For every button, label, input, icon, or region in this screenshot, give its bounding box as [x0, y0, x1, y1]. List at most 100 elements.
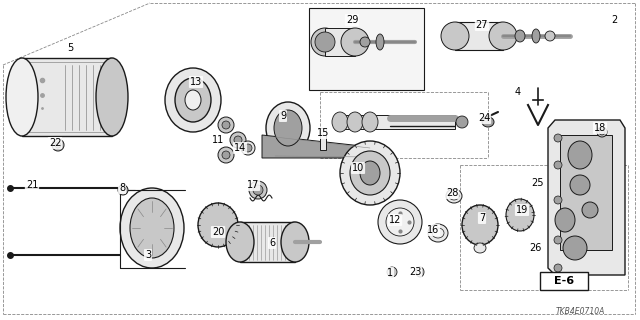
Ellipse shape — [218, 147, 234, 163]
Ellipse shape — [274, 110, 302, 146]
Text: 26: 26 — [529, 243, 541, 253]
Polygon shape — [262, 135, 380, 158]
Ellipse shape — [532, 29, 540, 43]
Ellipse shape — [386, 208, 414, 236]
Bar — [22, 58, 112, 136]
Ellipse shape — [218, 117, 234, 133]
Ellipse shape — [428, 224, 448, 242]
Text: 15: 15 — [317, 128, 329, 138]
Ellipse shape — [198, 203, 238, 247]
Bar — [455, 22, 503, 50]
Ellipse shape — [360, 37, 370, 47]
Ellipse shape — [563, 236, 587, 260]
Ellipse shape — [506, 199, 534, 231]
Ellipse shape — [253, 185, 263, 195]
Ellipse shape — [474, 243, 486, 253]
Text: 4: 4 — [515, 87, 521, 97]
Bar — [335, 115, 455, 129]
Ellipse shape — [350, 151, 390, 195]
Ellipse shape — [489, 22, 517, 50]
Ellipse shape — [362, 112, 378, 132]
Ellipse shape — [599, 129, 605, 135]
Text: 6: 6 — [269, 238, 275, 248]
Bar — [309, 8, 424, 90]
Text: 20: 20 — [212, 227, 224, 237]
Ellipse shape — [347, 112, 363, 132]
Ellipse shape — [118, 185, 128, 195]
Text: 25: 25 — [532, 178, 544, 188]
Ellipse shape — [568, 141, 592, 169]
Ellipse shape — [222, 151, 230, 159]
Ellipse shape — [266, 102, 310, 154]
Ellipse shape — [570, 175, 590, 195]
Text: 18: 18 — [594, 123, 606, 133]
Bar — [325, 28, 355, 56]
Text: 21: 21 — [26, 180, 38, 190]
Ellipse shape — [175, 78, 211, 122]
Text: 13: 13 — [190, 77, 202, 87]
Text: 7: 7 — [479, 213, 485, 223]
Ellipse shape — [311, 28, 339, 56]
Text: 5: 5 — [67, 43, 73, 53]
Ellipse shape — [446, 189, 462, 203]
Ellipse shape — [376, 34, 384, 50]
Ellipse shape — [545, 31, 555, 41]
Ellipse shape — [55, 142, 61, 148]
Ellipse shape — [244, 144, 252, 152]
Ellipse shape — [555, 208, 575, 232]
Ellipse shape — [52, 139, 64, 151]
Ellipse shape — [360, 161, 380, 185]
Text: 9: 9 — [280, 111, 286, 121]
Ellipse shape — [441, 22, 469, 50]
Ellipse shape — [281, 222, 309, 262]
Text: 12: 12 — [389, 215, 401, 225]
Text: 8: 8 — [119, 183, 125, 193]
Ellipse shape — [226, 222, 254, 262]
Text: 19: 19 — [516, 205, 528, 215]
Bar — [320, 128, 326, 150]
Ellipse shape — [249, 181, 267, 199]
Ellipse shape — [582, 202, 598, 218]
Ellipse shape — [554, 264, 562, 272]
Text: 14: 14 — [234, 143, 246, 153]
Text: 22: 22 — [49, 138, 61, 148]
Ellipse shape — [554, 161, 562, 169]
Ellipse shape — [230, 132, 246, 148]
Ellipse shape — [378, 200, 422, 244]
Bar — [240, 222, 295, 262]
Text: 2: 2 — [611, 15, 617, 25]
Text: 11: 11 — [212, 135, 224, 145]
Ellipse shape — [6, 58, 38, 136]
Ellipse shape — [185, 90, 201, 110]
Ellipse shape — [130, 198, 174, 258]
Bar — [560, 135, 612, 250]
Bar — [540, 272, 588, 290]
Text: 17: 17 — [247, 180, 259, 190]
Ellipse shape — [597, 127, 607, 137]
Text: 27: 27 — [476, 20, 488, 30]
Text: 3: 3 — [145, 250, 151, 260]
Ellipse shape — [456, 116, 468, 128]
Ellipse shape — [554, 236, 562, 244]
Text: 24: 24 — [478, 113, 490, 123]
Ellipse shape — [515, 30, 525, 42]
Text: 29: 29 — [346, 15, 358, 25]
Polygon shape — [548, 120, 625, 275]
Text: 10: 10 — [352, 163, 364, 173]
Ellipse shape — [462, 205, 498, 245]
Text: TKB4E0710A: TKB4E0710A — [556, 308, 605, 316]
Ellipse shape — [241, 141, 255, 155]
Ellipse shape — [449, 192, 459, 200]
Text: E-6: E-6 — [554, 276, 574, 286]
Text: 23: 23 — [409, 267, 421, 277]
Ellipse shape — [416, 267, 424, 277]
Ellipse shape — [96, 58, 128, 136]
Text: 1: 1 — [387, 268, 393, 278]
Ellipse shape — [554, 134, 562, 142]
Ellipse shape — [554, 196, 562, 204]
Ellipse shape — [432, 228, 444, 238]
Ellipse shape — [340, 141, 400, 205]
Ellipse shape — [482, 117, 494, 127]
Ellipse shape — [332, 112, 348, 132]
Ellipse shape — [315, 32, 335, 52]
